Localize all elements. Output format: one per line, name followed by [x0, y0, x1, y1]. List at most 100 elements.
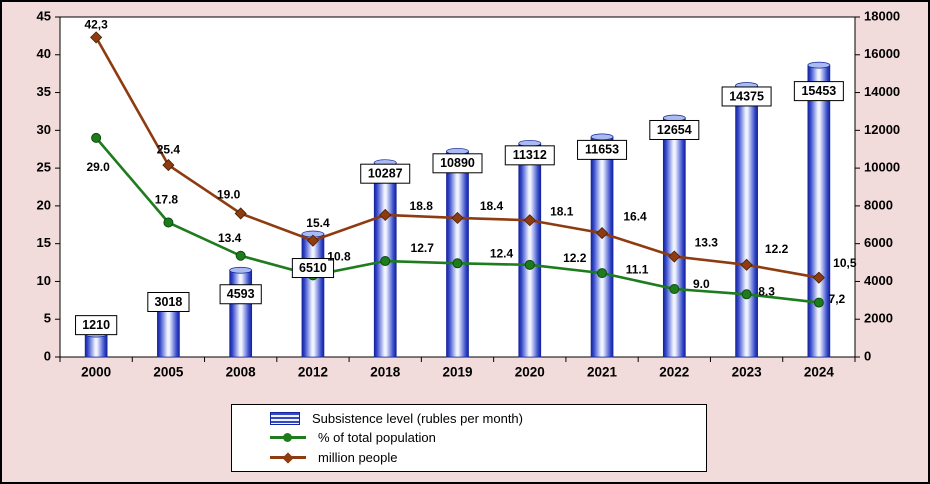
circle-marker [813, 297, 824, 308]
x-axis-label: 2020 [515, 365, 545, 380]
x-axis-label: 2024 [804, 365, 835, 380]
left-axis-label: 30 [37, 122, 51, 137]
circle-marker [597, 268, 608, 279]
line-value-label: 12.7 [411, 241, 435, 255]
line-value-label: 19.0 [217, 188, 241, 202]
brown-line-swatch [270, 451, 306, 464]
x-axis-label: 2012 [298, 365, 328, 380]
diamond-marker [595, 227, 609, 240]
line-value-label: 8.3 [758, 284, 775, 298]
left-axis-label: 25 [37, 160, 51, 175]
bar-value-label: 1210 [82, 318, 110, 332]
line-value-label: 13.4 [218, 231, 242, 245]
left-axis-label: 15 [37, 235, 51, 250]
bar-value-label: 15453 [801, 84, 836, 98]
bar-value-box [219, 284, 262, 305]
subsistence-bar [807, 64, 831, 358]
right-axis-label: 10000 [864, 160, 900, 175]
x-axis-label: 2008 [226, 365, 257, 380]
circle-marker [524, 259, 535, 270]
bar-series-swatch [270, 412, 300, 426]
legend-item-percent-population: % of total population [270, 431, 698, 444]
bar-value-label: 14375 [729, 89, 764, 103]
diamond-marker [668, 250, 681, 263]
line-value-label: 10,5 [833, 256, 857, 270]
legend-item-subsistence-level: Subsistence level (rubles per month) [270, 411, 698, 427]
bar-value-box [721, 86, 772, 107]
circle-marker [452, 258, 463, 269]
right-axis-label: 12000 [864, 122, 900, 137]
bar-value-box [504, 145, 555, 166]
diamond-marker [812, 271, 825, 284]
legend-label-subsistence-level: Subsistence level (rubles per month) [312, 411, 523, 427]
diamond-marker [451, 211, 464, 225]
diamond-marker [523, 214, 536, 227]
bar-value-label: 11653 [585, 143, 619, 157]
line-value-label: 9.0 [693, 277, 710, 291]
left-axis-label: 0 [44, 348, 51, 363]
subsistence-bar [735, 85, 758, 358]
x-axis-label: 2021 [587, 365, 618, 380]
bar-value-box [147, 291, 190, 312]
left-axis-label: 45 [37, 8, 51, 23]
left-axis-label: 20 [37, 197, 51, 212]
bar-value-box [291, 258, 335, 279]
bar-top-cap [590, 133, 614, 141]
circle-marker [380, 256, 391, 267]
subsistence-bar [301, 233, 325, 358]
bar-top-cap [229, 266, 253, 274]
subsistence-bar [229, 269, 253, 358]
subsistence-bar [446, 150, 469, 358]
line-value-label: 12.2 [765, 242, 789, 256]
green-line-swatch [270, 431, 306, 444]
circle-marker [235, 250, 246, 261]
line-value-label: 16.4 [623, 209, 647, 223]
line-value-label: 29.0 [86, 160, 110, 174]
right-axis-label: 0 [864, 348, 871, 363]
diamond-marker [162, 159, 175, 172]
x-axis-label: 2018 [370, 365, 401, 380]
diamond-marker [306, 234, 320, 247]
bar-value-box [360, 163, 411, 184]
line-value-label: 12.4 [490, 246, 514, 260]
line-value-label: 13.3 [695, 236, 719, 250]
bar-value-label: 12654 [657, 123, 692, 137]
right-axis-label: 18000 [864, 8, 900, 23]
line-value-label: 7,2 [829, 292, 846, 306]
bar-value-box [793, 81, 844, 102]
circle-marker [91, 132, 102, 143]
line-value-label: 18.8 [410, 199, 434, 213]
bar-top-cap [807, 61, 831, 69]
bar-value-label: 10890 [440, 156, 475, 170]
bar-value-label: 10287 [368, 166, 403, 180]
legend-label-million-people: million people [318, 449, 398, 465]
bar-value-box [577, 139, 628, 160]
left-axis-label: 35 [37, 84, 51, 99]
diamond-marker [234, 207, 247, 220]
legend-label-percent-population: % of total population [318, 430, 436, 446]
left-axis-label: 10 [37, 273, 51, 288]
left-axis-label: 5 [44, 311, 51, 326]
bar-value-label: 3018 [155, 295, 183, 309]
line-value-label: 18.4 [480, 199, 504, 213]
line-value-label: 10.8 [327, 250, 351, 264]
bar-value-box [75, 315, 118, 336]
circle-marker [669, 284, 680, 294]
circle-marker [163, 217, 174, 228]
right-axis-label: 8000 [864, 197, 893, 212]
right-axis-label: 6000 [864, 235, 893, 250]
subsistence-bar [662, 117, 686, 358]
x-axis-label: 2023 [732, 365, 763, 380]
x-axis-label: 2022 [659, 365, 689, 380]
line-value-label: 42,3 [84, 18, 108, 32]
circle-marker-icon [283, 433, 292, 443]
line-value-label: 25.4 [157, 142, 181, 156]
bar-value-box [432, 153, 483, 174]
left-axis-label: 40 [37, 46, 51, 61]
line-value-label: 11.1 [626, 262, 649, 276]
line-value-label: 15.4 [306, 216, 330, 230]
subsistence-bar [84, 333, 108, 358]
line-value-label: 17.8 [155, 193, 179, 207]
